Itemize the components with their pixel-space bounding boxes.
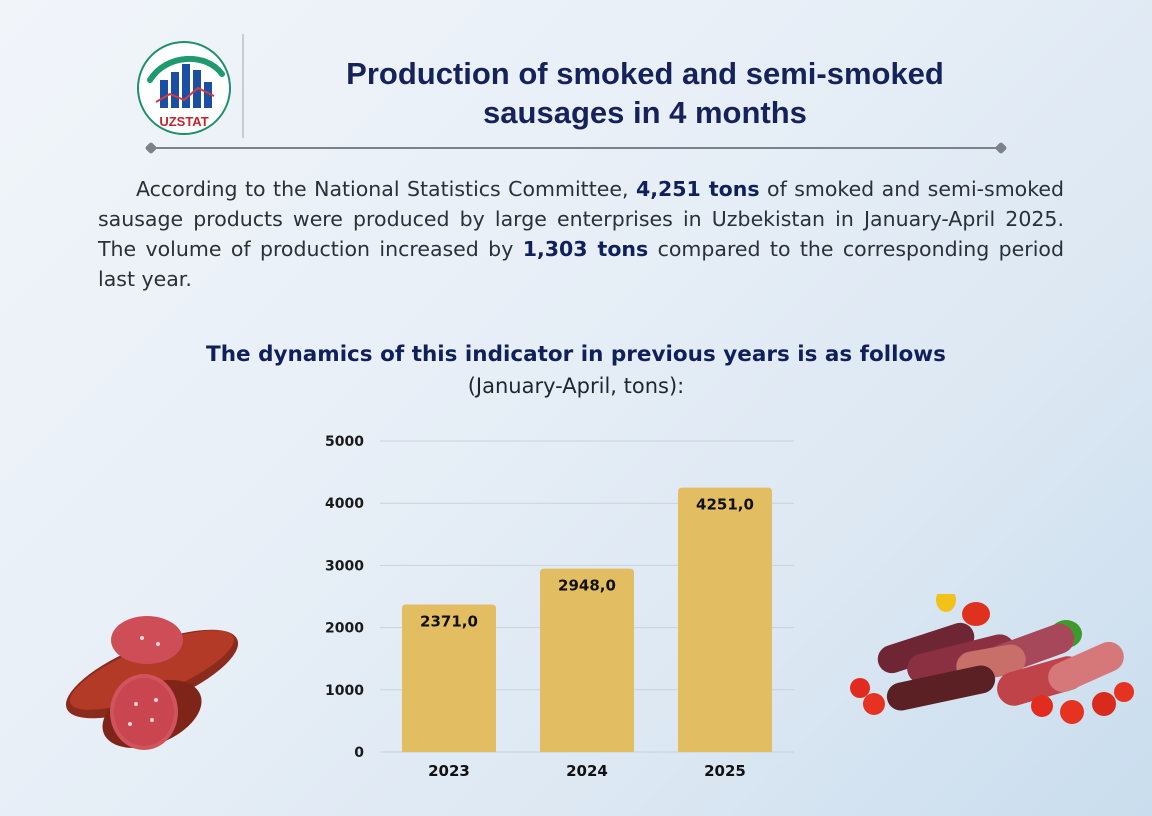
y-tick-label: 0 bbox=[354, 745, 364, 761]
y-tick-label: 1000 bbox=[325, 683, 364, 699]
highlight-increase: 1,303 tons bbox=[522, 237, 649, 261]
intro-paragraph: According to the National Statistics Com… bbox=[98, 177, 1064, 291]
x-tick-label: 2025 bbox=[704, 762, 746, 780]
chart-subtitle: (January-April, tons): bbox=[467, 374, 685, 398]
bar bbox=[402, 604, 496, 752]
bar bbox=[678, 487, 772, 752]
uzstat-logo: UZSTAT bbox=[137, 41, 231, 135]
bar-value-label: 4251,0 bbox=[696, 496, 754, 514]
bar-value-label: 2948,0 bbox=[558, 577, 616, 595]
sausages-vegetables-image bbox=[850, 594, 1134, 724]
logo-text: UZSTAT bbox=[159, 114, 208, 129]
y-tick-label: 4000 bbox=[325, 496, 364, 512]
sausage-image bbox=[65, 616, 239, 750]
x-tick-label: 2024 bbox=[566, 762, 608, 780]
y-tick-label: 5000 bbox=[325, 434, 364, 450]
highlight-production: 4,251 tons bbox=[635, 177, 760, 201]
title-line-1: Production of smoked and semi-smoked bbox=[346, 56, 944, 91]
y-tick-label: 2000 bbox=[325, 621, 364, 637]
y-tick-label: 3000 bbox=[325, 558, 364, 574]
title-divider bbox=[144, 141, 1008, 155]
chart-title: The dynamics of this indicator in previo… bbox=[206, 342, 946, 367]
page-title: Production of smoked and semi-smoked sau… bbox=[250, 54, 1040, 132]
title-line-2: sausages in 4 months bbox=[483, 95, 807, 130]
bar-chart: 0 1000 2000 3000 4000 5000 2371,0 2023 2948,0 202… bbox=[325, 434, 794, 780]
bar-value-label: 2371,0 bbox=[420, 613, 478, 631]
header-separator bbox=[242, 34, 244, 138]
bar bbox=[540, 568, 634, 752]
x-tick-label: 2023 bbox=[428, 762, 470, 780]
